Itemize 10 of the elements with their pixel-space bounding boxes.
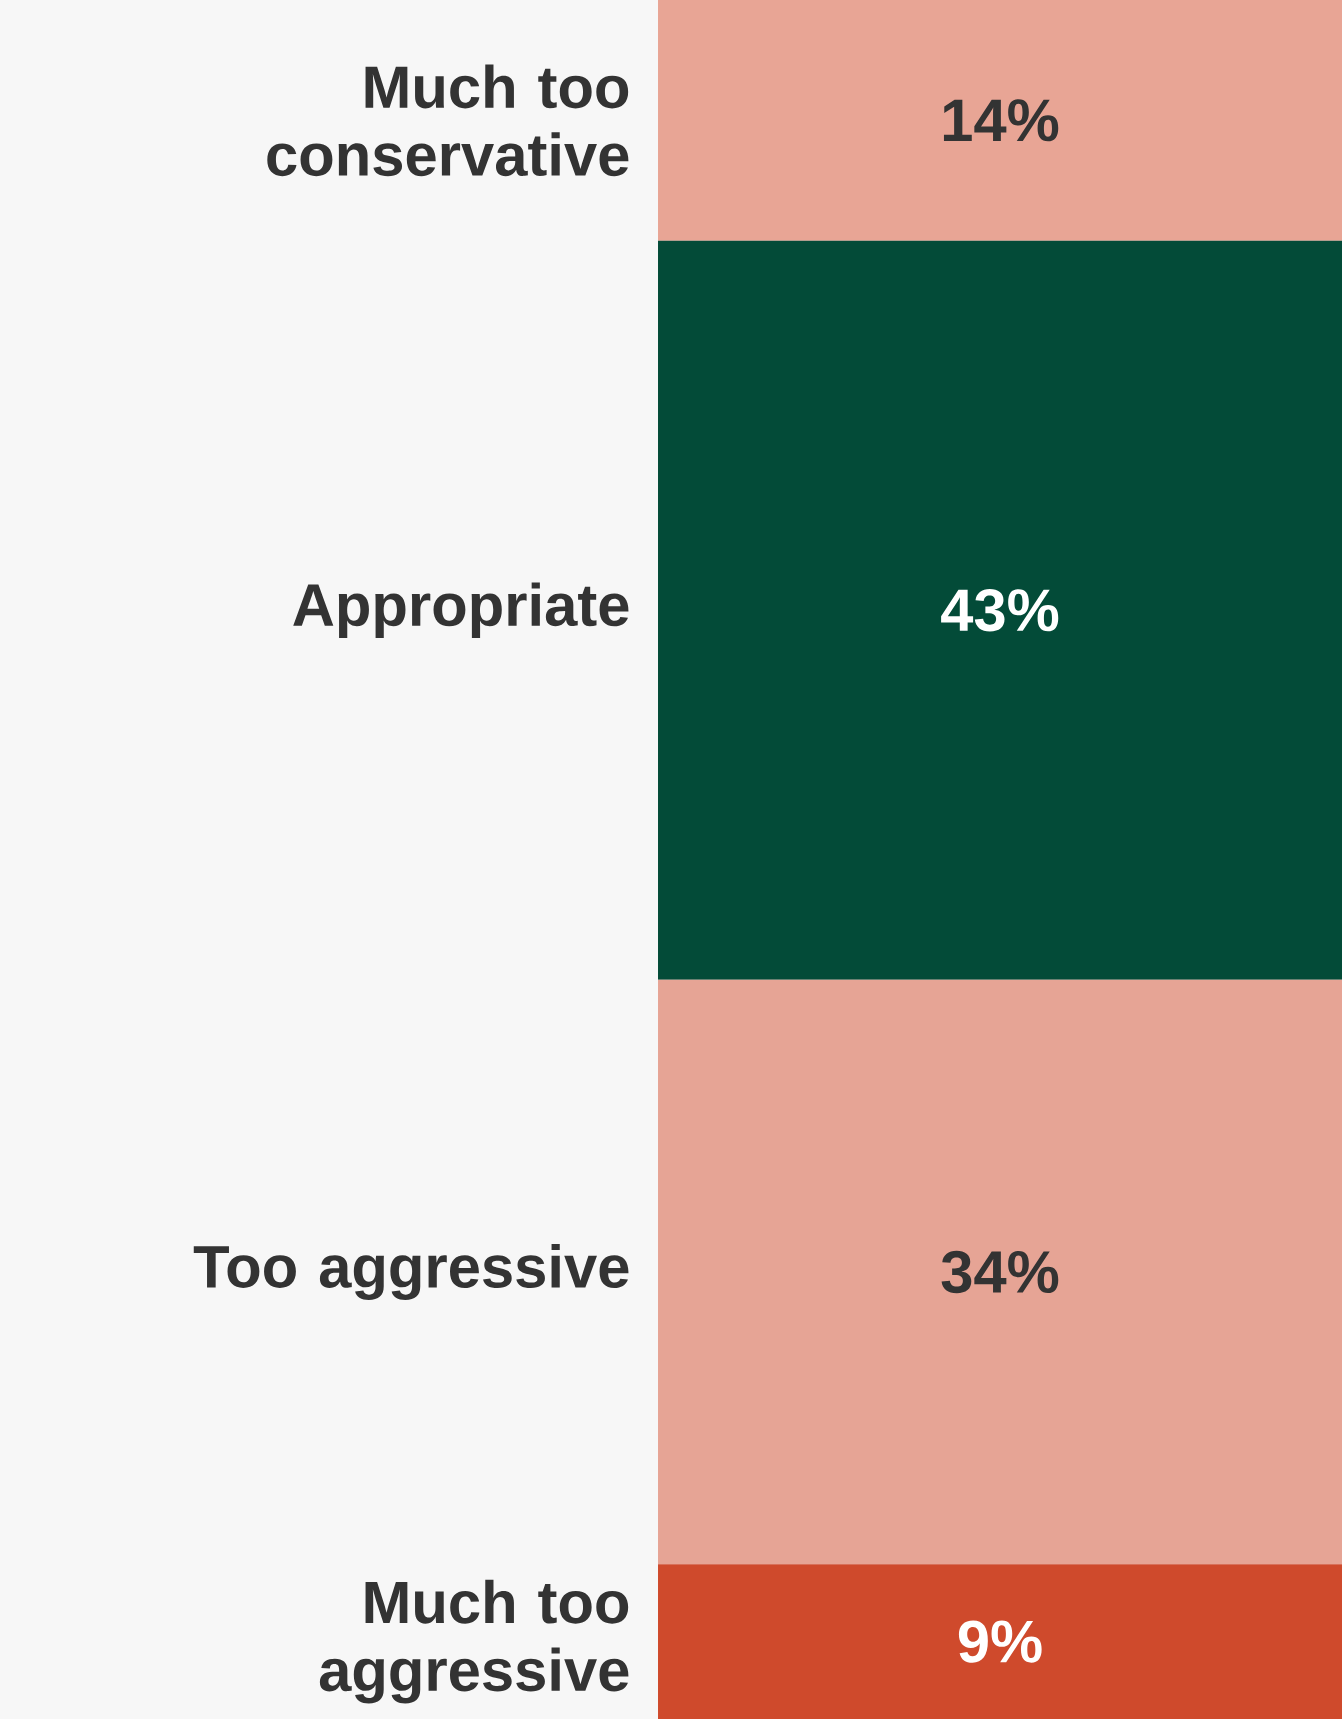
bar [658,0,1342,241]
series-label: Appropriate [293,582,629,639]
bar [658,1564,1342,1719]
data-label: 43% [941,589,1059,632]
series-label: Too aggressive [193,1244,629,1301]
data-label: 34% [941,1250,1059,1294]
series-label: Much too aggressive [319,1579,629,1704]
series-label: Much too conservative [267,64,629,177]
data-label: 14% [943,99,1059,142]
data-label: 9% [958,1620,1042,1663]
